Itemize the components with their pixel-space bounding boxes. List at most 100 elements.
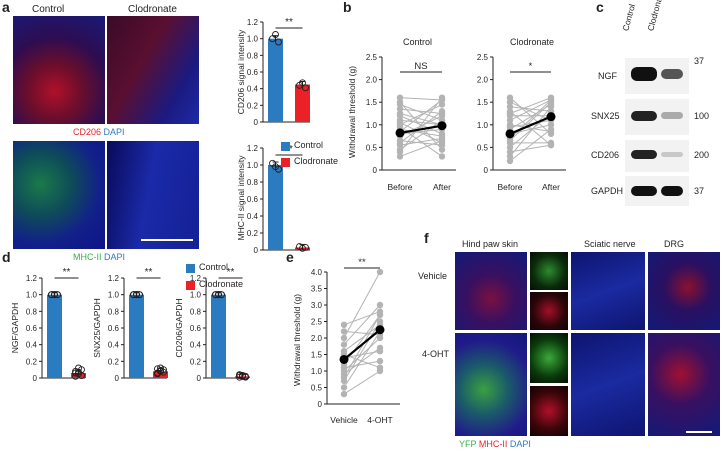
y-tick-label: 1.0 [247, 35, 259, 44]
y-tick-label: 0.6 [247, 68, 259, 77]
individual-line [509, 119, 552, 128]
legend-a-clodronate-swatch [281, 158, 290, 167]
data-point [48, 291, 55, 299]
individual-point [396, 153, 404, 160]
y-tick-label: 0.2 [247, 101, 259, 110]
micrograph-f-skin-4oht-yfp [530, 333, 568, 383]
band-cd206-clodronate [661, 152, 683, 157]
individual-point [506, 148, 514, 156]
mean-point [395, 128, 405, 138]
y-tick-label: 3.5 [311, 285, 323, 294]
individual-line [343, 271, 381, 339]
y-tick-label: 1.0 [366, 121, 378, 130]
c-mw-4: 37 [694, 186, 705, 196]
chart-b-control: 0 0.5 1.0 1.5 2.0 2.5 Withdrawal threshold (g)… [347, 53, 456, 192]
y-tick-label: 2.5 [311, 318, 323, 327]
band-gapdh-control [631, 186, 657, 196]
f-scale-bar [686, 431, 712, 433]
band-cd206-control [631, 150, 657, 159]
a-col-control: Control [32, 4, 65, 15]
y-tick-label: 0.8 [26, 307, 38, 316]
legend-d-clodronate-label: Clodronate [199, 279, 244, 289]
chart-d-ngf: 0 0.2 0.4 0.6 0.8 1.0 1.2 NGF/GAPDH ** [10, 267, 86, 383]
individual-line [343, 354, 381, 369]
panel-label-f: f [424, 230, 429, 246]
individual-point [438, 94, 446, 101]
data-point [130, 291, 137, 299]
y-axis-label: NGF/GAPDH [10, 303, 20, 354]
c-label-ngf: NGF [598, 71, 617, 81]
individual-point [438, 130, 446, 138]
individual-point [438, 146, 446, 153]
data-point [75, 368, 82, 376]
a-legend-mhc: MHC-II [73, 252, 102, 262]
a-legend-dapi-2: DAPI [101, 252, 126, 262]
individual-point [340, 364, 348, 371]
panel-label-c: c [596, 0, 604, 15]
individual-line [399, 104, 443, 126]
sig-label: ** [358, 257, 366, 268]
x-tick-label: 4-OHT [367, 415, 393, 425]
y-tick-label: 3.0 [311, 301, 323, 310]
bar-control [268, 165, 283, 250]
individual-line [399, 103, 443, 121]
data-point [236, 372, 243, 379]
data-point [157, 367, 164, 375]
individual-point [506, 110, 514, 117]
c-mw-3: 200 [694, 150, 710, 160]
y-tick-label: 0.2 [26, 357, 38, 366]
band-ngf-control [631, 67, 657, 81]
individual-point [506, 103, 514, 110]
blot-ngf [625, 58, 689, 94]
chart-e: 0 0.5 1.0 1.5 2.0 2.5 3.0 3.5 4.0 Withdrawal thre… [292, 257, 400, 425]
micrograph-f-skin-vehicle-mhc [530, 292, 568, 330]
bar-control [211, 294, 226, 378]
individual-point [376, 348, 384, 355]
individual-line [343, 314, 381, 365]
y-axis-label: CD206/GAPDH [174, 298, 184, 357]
individual-line [399, 97, 443, 101]
individual-point [396, 94, 404, 101]
b-title-control: Control [403, 37, 433, 47]
y-axis-label: SNX25/GAPDH [92, 298, 102, 358]
b-title-clodronate: Clodronate [510, 37, 555, 47]
individual-point [376, 311, 384, 319]
individual-line [509, 124, 552, 135]
micrograph-f-nerve-vehicle [571, 252, 645, 330]
y-tick-label: 1.0 [26, 291, 38, 300]
individual-point [547, 99, 555, 106]
individual-line [343, 360, 381, 369]
individual-point [506, 123, 514, 131]
c-mw-2: 100 [694, 111, 710, 121]
a-legend-top: CD206 DAPI [73, 127, 125, 137]
data-point [272, 31, 279, 38]
individual-point [340, 321, 348, 328]
individual-point [396, 137, 404, 144]
legend-a-control-label: Control [294, 140, 324, 150]
y-tick-label: 2.0 [366, 76, 378, 85]
bar-control [129, 294, 144, 378]
band-snx25-clodronate [661, 112, 683, 119]
blot-cd206 [625, 140, 689, 172]
x-tick-label: Vehicle [330, 415, 358, 425]
f-col-nerve: Sciatic nerve [584, 239, 636, 249]
data-point [212, 291, 219, 299]
band-snx25-control [631, 111, 657, 121]
individual-point [340, 390, 348, 398]
data-point [215, 291, 222, 299]
mean-point [339, 354, 349, 364]
micrograph-mhc-clodronate [107, 141, 199, 249]
y-tick-label: 0.8 [108, 307, 120, 316]
sig-label: NS [414, 61, 427, 72]
y-tick-label: 4.0 [311, 268, 323, 277]
y-tick-label: 2.0 [477, 76, 489, 85]
mean-line [399, 124, 443, 135]
individual-line [509, 106, 552, 112]
y-tick-label: 1.2 [247, 144, 259, 153]
individual-point [376, 357, 384, 365]
legend-d-clodronate-swatch [186, 281, 195, 290]
mean-line [509, 115, 552, 135]
y-tick-label: 0 [318, 400, 323, 409]
data-point [239, 372, 246, 380]
